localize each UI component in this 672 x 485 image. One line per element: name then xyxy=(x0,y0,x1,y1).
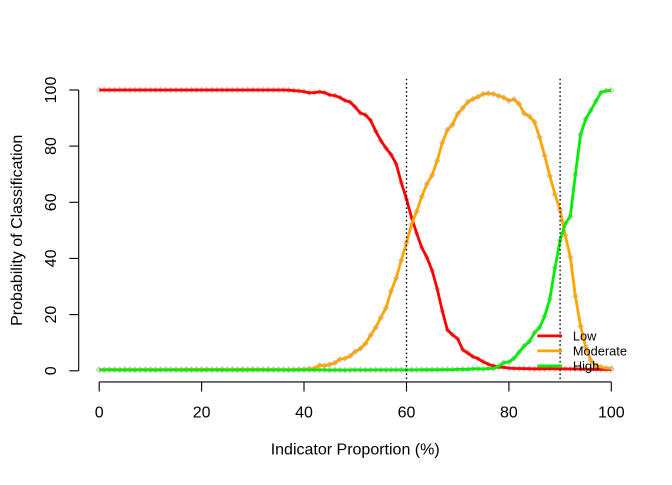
svg-text:80: 80 xyxy=(500,404,518,421)
svg-text:Probability of Classification: Probability of Classification xyxy=(9,135,26,326)
svg-text:Low: Low xyxy=(573,328,597,343)
svg-text:100: 100 xyxy=(598,404,625,421)
svg-text:Indicator Proportion (%): Indicator Proportion (%) xyxy=(271,441,440,458)
svg-text:High: High xyxy=(573,358,599,373)
svg-text:40: 40 xyxy=(295,404,313,421)
svg-text:20: 20 xyxy=(193,404,211,421)
svg-text:40: 40 xyxy=(43,249,60,267)
svg-text:60: 60 xyxy=(398,404,416,421)
svg-text:Moderate: Moderate xyxy=(573,343,627,358)
svg-text:100: 100 xyxy=(43,77,60,104)
svg-text:60: 60 xyxy=(43,193,60,211)
svg-text:20: 20 xyxy=(43,306,60,324)
svg-text:80: 80 xyxy=(43,137,60,155)
svg-text:0: 0 xyxy=(95,404,104,421)
svg-text:0: 0 xyxy=(43,366,60,375)
